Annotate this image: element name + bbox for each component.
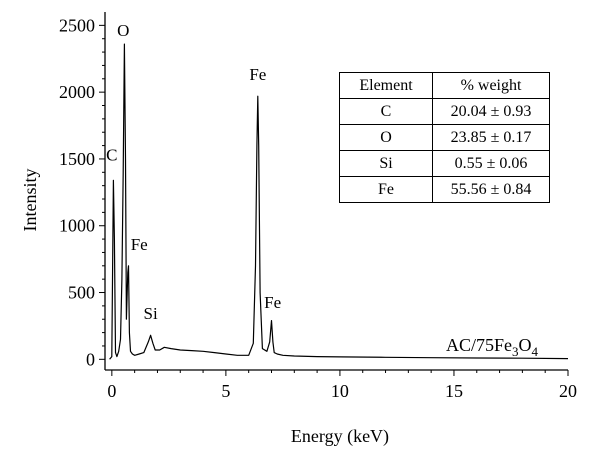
- axes: [104, 12, 568, 371]
- y-tick-label: 1000: [59, 216, 95, 236]
- y-tick-label: 0: [86, 349, 95, 369]
- x-axis-title: Energy (keV): [291, 426, 389, 447]
- peak-label: O: [117, 21, 129, 40]
- cell-weight: 55.56 ± 0.84: [432, 176, 550, 203]
- cell-weight: 23.85 ± 0.17: [432, 124, 550, 151]
- peak-labels: O C Fe Si Fe Fe: [106, 21, 281, 323]
- y-tick-label: 2500: [59, 15, 95, 35]
- cell-weight: 20.04 ± 0.93: [432, 98, 550, 125]
- cell-element: Fe: [339, 176, 433, 203]
- table-row: Fe 55.56 ± 0.84: [339, 176, 550, 203]
- cell-element: O: [339, 124, 433, 151]
- x-tick-label: 20: [559, 381, 577, 401]
- y-tick-label: 500: [68, 283, 95, 303]
- cell-element: C: [339, 98, 433, 125]
- sample-label-sub1: 3: [512, 344, 519, 359]
- x-tick-label: 10: [331, 381, 349, 401]
- header-element: Element: [339, 72, 433, 99]
- series-layer: [109, 43, 569, 360]
- table-header-row: Element % weight: [339, 72, 550, 99]
- x-tick-label: 5: [221, 381, 230, 401]
- peak-label: Fe: [264, 293, 281, 312]
- y-tick-label: 2000: [59, 82, 95, 102]
- x-tick-label: 15: [445, 381, 463, 401]
- peak-label: Si: [144, 304, 158, 323]
- sample-label: AC/75Fe3O4: [446, 335, 539, 359]
- y-axis-title: Intensity: [20, 169, 40, 232]
- table-row: C 20.04 ± 0.93: [339, 98, 550, 125]
- peak-label: Fe: [131, 235, 148, 254]
- header-weight: % weight: [432, 72, 550, 99]
- sample-label-base: AC/75Fe: [446, 335, 512, 355]
- table-row: O 23.85 ± 0.17: [339, 124, 550, 151]
- sample-label-sub2: 4: [532, 344, 539, 359]
- peak-label: Fe: [249, 65, 266, 84]
- cell-element: Si: [339, 150, 433, 177]
- y-tick-label: 1500: [59, 149, 95, 169]
- spectrum-line: [109, 43, 569, 360]
- table-row: Si 0.55 ± 0.06: [339, 150, 550, 177]
- peak-label: C: [106, 145, 117, 164]
- axis-ticks: 0 5 10 15 20 0 500 1000 1500 2000 2500: [59, 15, 577, 401]
- cell-weight: 0.55 ± 0.06: [432, 150, 550, 177]
- element-weight-table: Element % weight C 20.04 ± 0.93 O 23.85 …: [339, 72, 550, 203]
- sample-label-mid: O: [519, 335, 532, 355]
- x-tick-label: 0: [107, 381, 116, 401]
